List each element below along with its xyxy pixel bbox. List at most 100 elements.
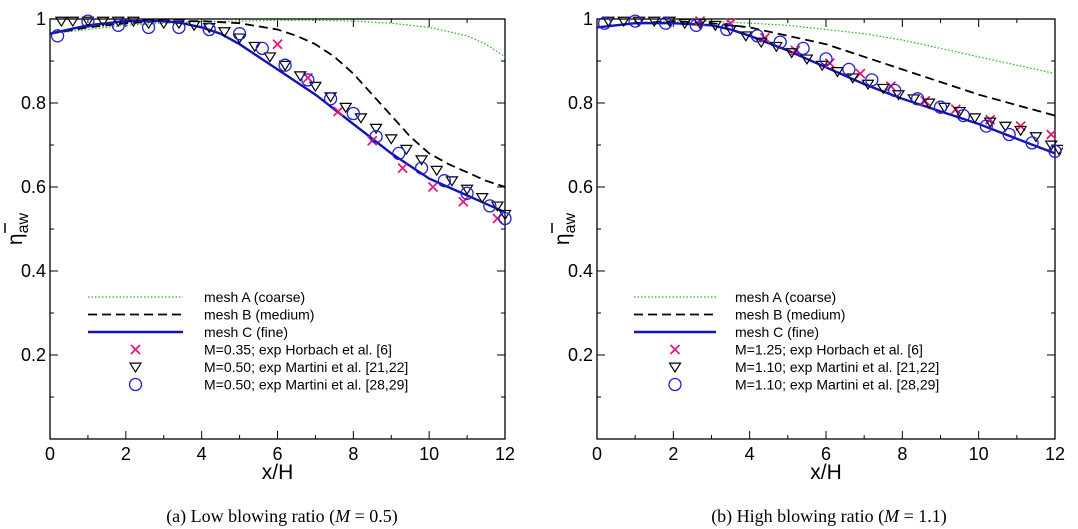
data-point-triangle-down [490,201,504,212]
data-point-circle [50,29,65,43]
data-point-circle [750,29,764,43]
x-tick-label: 12 [1045,444,1065,464]
data-point-triangle-down [678,18,692,30]
y-tick-label: 0.2 [568,345,593,365]
data-point-circle [865,73,879,87]
series-line-dashed [49,20,506,188]
legend-swatch-marker [130,344,141,355]
y-tick-label: 0.2 [21,345,46,365]
data-point-circle [369,129,383,144]
data-point-triangle-down [693,18,707,30]
data-point-circle [888,83,902,98]
y-axis-title: ηaw [551,212,579,245]
y-tick-label: 0.4 [21,261,46,281]
legend-label: M=1.25; exp Horbach et al. [6] [735,342,923,358]
x-tick-label: 6 [821,444,831,464]
data-point-circle [498,211,512,226]
data-point-circle [414,161,429,175]
data-point-circle [392,146,406,161]
data-point-x [272,39,283,50]
legend-swatch-marker [669,344,681,355]
data-point-circle [659,16,673,30]
data-point-triangle-down [126,16,140,28]
legend-entry: M=0.50; exp Martini et al. [28,29] [128,377,408,393]
data-point-triangle-down [739,31,753,42]
data-point-circle [933,100,948,114]
legend-label: M=0.50; exp Martini et al. [28,29] [204,377,408,393]
data-point-x [397,162,408,174]
legend-entry: M=0.35; exp Horbach et al. [6] [130,342,392,358]
data-point-triangle-down [891,90,906,101]
data-point-x [333,106,344,117]
caption-prefix: (b) High blowing ratio ( [711,506,884,527]
data-point-triangle-down [445,176,459,187]
data-point-triangle-down [430,165,444,177]
data-point-circle [910,92,925,106]
series-markers-circle [50,14,512,226]
data-point-circle [819,52,833,66]
data-point-triangle-down [54,16,68,28]
data-point-triangle-down [187,20,201,32]
y-tick-label: 0.8 [21,93,46,113]
x-tick-label: 0 [45,444,55,464]
plot-area [49,14,512,226]
data-point-circle [255,41,269,56]
data-point-circle [979,119,993,133]
data-point-triangle-down [754,37,768,49]
figure-caption: (a) Low blowing ratio (M = 0.5) [166,506,398,527]
data-point-triangle-down [142,18,156,30]
x-tick-label: 6 [272,444,282,464]
legend-entry: M=1.25; exp Horbach et al. [6] [669,342,923,358]
panel-high-blowing-ratio: 0 2 4 6 8 10 12 0.2 0.4 0.6 0.8 1 x/H ηaw mesh A (coar… [551,9,1065,527]
x-tick-label: 10 [419,444,439,464]
data-point-triangle-down [278,60,292,72]
data-point-circle [842,62,856,77]
series-line-solid [596,22,1056,155]
series-markers-triangle-down [601,16,1063,156]
data-point-triangle-down [369,123,383,135]
data-point-triangle-down [983,117,997,128]
y-tick-label: 0.6 [568,177,593,197]
data-point-triangle-down [498,209,512,221]
x-tick-label: 8 [348,444,358,464]
data-point-circle [773,35,787,49]
data-point-triangle-down [475,193,489,204]
data-point-triangle-down [248,41,262,53]
legend-entry: mesh C (fine) [634,324,819,340]
y-axis-title-symbol: η [551,233,574,245]
legend-entry: mesh C (fine) [88,324,288,340]
y-axis-title-subscript: aw [15,212,32,233]
data-point-triangle-down [81,16,95,28]
y-tick-label: 0.4 [568,261,593,281]
legend-label: M=1.10; exp Martini et al. [28,29] [735,377,939,393]
data-point-circle [437,174,451,188]
data-point-triangle-down [769,41,783,53]
data-point-circle [81,14,95,28]
data-point-circle [689,18,703,32]
x-tick-label: 4 [197,444,207,464]
caption-variable: M [334,506,351,526]
data-point-circle [232,27,247,41]
data-point-circle [141,20,156,35]
legend-label: mesh A (coarse) [204,289,305,305]
series-markers-triangle-down [54,16,512,221]
data-point-triangle-down [263,52,277,63]
data-point-triangle-down [647,16,661,28]
data-point-triangle-down [708,20,722,32]
legend-entry: mesh B (medium) [634,307,845,323]
x-axis-title: x/H [262,461,294,484]
caption-variable: M [883,506,900,526]
legend-entry: mesh A (coarse) [88,289,305,305]
data-point-triangle-down [111,16,125,28]
legend-swatch-marker [668,362,682,374]
data-point-triangle-down [172,18,186,30]
legend-entry: M=1.10; exp Martini et al. [21,22] [668,359,939,375]
legend-label: mesh B (medium) [735,307,845,323]
data-point-triangle-down [815,60,829,72]
legend-entry: M=1.10; exp Martini et al. [28,29] [668,377,939,393]
data-point-circle [1048,144,1062,158]
data-point-circle [1025,136,1039,150]
series-markers-circle [597,14,1062,158]
y-tick-label: 1 [36,9,46,29]
